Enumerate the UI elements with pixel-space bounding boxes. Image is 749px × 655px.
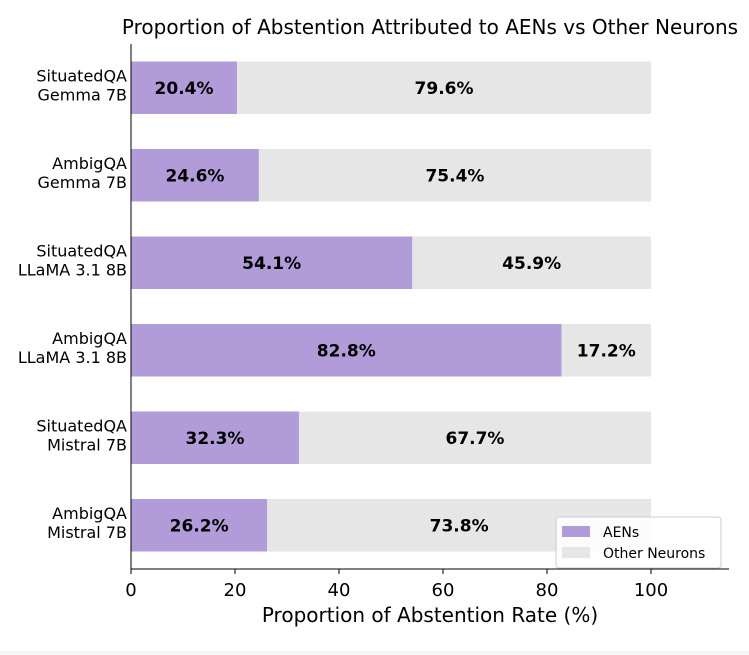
bar-other-neurons [298,411,651,464]
data-label: 82.8% [317,341,376,361]
legend-entry-label: Other Neurons [603,546,705,562]
bar-aens [131,411,299,464]
category-label: Gemma 7B [38,173,127,192]
x-axis-label: Proportion of Abstention Rate (%) [262,603,598,627]
category-label: Gemma 7B [38,85,127,104]
category-label: SituatedQA [36,66,127,85]
legend-swatch [562,526,590,537]
category-label: Mistral 7B [47,435,127,454]
legend-entry-label: AENs [603,525,639,541]
category-label: LLaMA 3.1 8B [18,348,127,367]
legend-swatch [562,547,590,558]
category-label: Mistral 7B [47,523,127,542]
category-label: AmbigQA [52,329,127,348]
x-tick-label: 100 [634,580,668,601]
chart-title: Proportion of Abstention Attributed to A… [122,15,738,39]
data-label: 54.1% [242,254,301,274]
data-label: 17.2% [577,341,636,361]
x-ticks: 0 20 40 60 80 100 [125,569,668,601]
data-label: 32.3% [185,429,244,449]
bar-aens [131,61,238,114]
x-tick-label: 80 [536,580,559,601]
legend: AENs Other Neurons [555,516,722,569]
axes-group [130,44,729,570]
category-label: AmbigQA [52,504,127,523]
data-label: 75.4% [425,166,484,186]
data-label: 45.9% [502,254,561,274]
bars-group: 20.4% 79.6% 24.6% 75.4% 54.1% 45.9% 82.8% 17.2%… [131,61,651,552]
bar-other-neurons [412,236,651,289]
bar-other-neurons [258,149,651,202]
bar-aens [131,236,413,289]
category-label: LLaMA 3.1 8B [18,260,127,279]
bar-aens [131,149,259,202]
x-tick-label: 40 [328,580,351,601]
category-label: SituatedQA [36,241,127,260]
bar-aens [131,324,562,377]
data-label: 26.2% [170,516,229,536]
bar-other-neurons [237,61,651,114]
x-tick-label: 20 [224,580,247,601]
bar-aens [131,499,268,552]
data-label: 73.8% [430,516,489,536]
legend-box [555,516,722,569]
bar-other-neurons [561,324,651,377]
category-label: SituatedQA [36,416,127,435]
category-label: AmbigQA [52,154,127,173]
data-label: 20.4% [155,79,214,99]
x-tick-label: 0 [125,580,136,601]
data-label: 67.7% [445,429,504,449]
x-tick-label: 60 [432,580,455,601]
data-label: 79.6% [415,79,474,99]
data-label: 24.6% [165,166,224,186]
